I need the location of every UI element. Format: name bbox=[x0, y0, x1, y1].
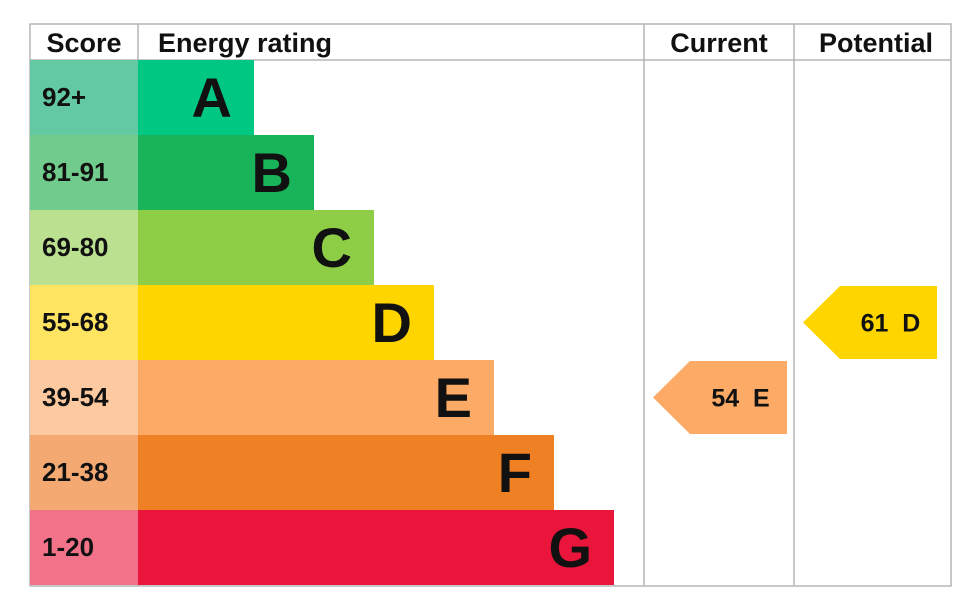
potential-arrow bbox=[803, 286, 937, 359]
band-bar-f bbox=[138, 435, 554, 510]
band-bar-g bbox=[138, 510, 614, 585]
band-letter: G bbox=[548, 516, 592, 579]
header-current: Current bbox=[670, 28, 768, 58]
band-letter: F bbox=[498, 441, 532, 504]
score-label: 69-80 bbox=[42, 232, 109, 262]
score-label: 39-54 bbox=[42, 382, 109, 412]
score-cell-f bbox=[30, 435, 138, 510]
score-label: 55-68 bbox=[42, 307, 109, 337]
score-cell-c bbox=[30, 210, 138, 285]
band-letter: C bbox=[312, 216, 352, 279]
band-bar-b bbox=[138, 135, 314, 210]
score-cell-a bbox=[30, 60, 138, 135]
band-letter: A bbox=[192, 66, 232, 129]
current-arrow bbox=[653, 361, 787, 434]
header-score: Score bbox=[46, 28, 121, 58]
header-potential: Potential bbox=[819, 28, 933, 58]
score-label: 21-38 bbox=[42, 457, 109, 487]
band-bar-e bbox=[138, 360, 494, 435]
score-cell-e bbox=[30, 360, 138, 435]
band-letter: E bbox=[435, 366, 472, 429]
band-bar-a bbox=[138, 60, 254, 135]
score-label: 1-20 bbox=[42, 532, 94, 562]
band-letter: B bbox=[252, 141, 292, 204]
header-energy-rating: Energy rating bbox=[158, 28, 332, 58]
score-cell-b bbox=[30, 135, 138, 210]
band-bar-c bbox=[138, 210, 374, 285]
score-label: 81-91 bbox=[42, 157, 109, 187]
band-bar-d bbox=[138, 285, 434, 360]
band-letter: D bbox=[372, 291, 412, 354]
potential-rating-label: 61 D bbox=[861, 310, 921, 338]
current-rating-label: 54 E bbox=[711, 385, 769, 413]
score-label: 92+ bbox=[42, 82, 86, 112]
score-cell-g bbox=[30, 510, 138, 585]
score-cell-d bbox=[30, 285, 138, 360]
